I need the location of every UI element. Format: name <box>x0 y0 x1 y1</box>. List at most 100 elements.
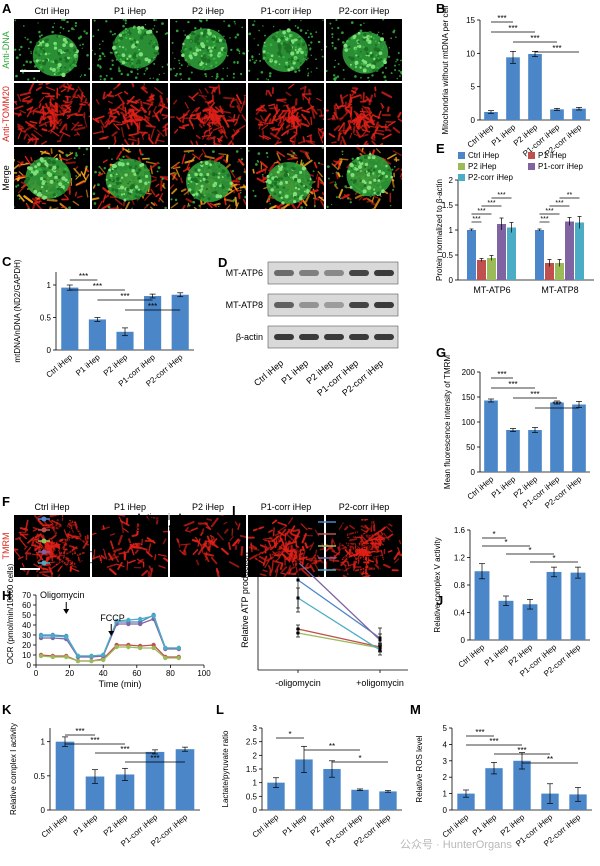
mtdna-dot <box>264 34 266 37</box>
mito-fiber <box>236 104 242 114</box>
mito-fiber <box>397 111 402 118</box>
mito-fiber <box>261 176 269 182</box>
mito-fiber <box>395 167 400 172</box>
mito-fiber <box>271 535 280 542</box>
x-axis-label: Time (min) <box>99 679 142 689</box>
mtdna-dot <box>184 58 187 62</box>
mtdna-dot <box>399 75 401 77</box>
mtdna-dot <box>204 72 207 76</box>
mtdna-dot <box>304 207 307 209</box>
mito-fiber <box>340 558 348 567</box>
nucleus-speck <box>195 179 199 184</box>
mito-fiber <box>102 194 107 203</box>
mito-fiber <box>287 112 294 118</box>
mtdna-dot <box>88 67 90 70</box>
mito-fiber <box>117 106 127 113</box>
mito-fiber <box>195 140 199 145</box>
mtdna-dot <box>223 20 225 23</box>
mtdna-dot <box>239 191 242 194</box>
significance-label: *** <box>75 727 84 736</box>
mito-fiber <box>231 142 235 145</box>
nucleus <box>32 34 79 77</box>
mtdna-dot <box>252 58 254 61</box>
mtdna-dot <box>344 185 347 188</box>
mito-fiber <box>155 107 163 115</box>
nucleus-speck <box>55 165 60 169</box>
mtdna-dot <box>202 52 205 55</box>
nucleus-speck <box>44 58 49 63</box>
mtdna-dot <box>398 69 401 72</box>
mito-fiber <box>136 523 140 536</box>
mito-fiber <box>339 112 348 121</box>
mito-fiber <box>301 550 306 560</box>
blot-band <box>374 302 394 308</box>
mito-fiber <box>294 582 298 586</box>
nucleus-speck <box>197 196 202 200</box>
mtdna-dot <box>70 27 74 30</box>
nucleus-speck <box>118 187 120 190</box>
mtdna-dot <box>40 34 43 37</box>
mtdna-dot <box>65 153 69 157</box>
y-tick-label: 0.5 <box>34 772 46 781</box>
mito-fiber <box>57 524 62 529</box>
nucleus-speck <box>138 190 143 195</box>
significance-label: *** <box>552 400 561 409</box>
nucleus-speck <box>120 193 124 196</box>
tile-content <box>170 147 246 218</box>
mito-fiber <box>305 558 311 561</box>
mito-fiber <box>45 83 52 85</box>
significance-label: * <box>552 554 555 563</box>
mito-fiber <box>99 119 106 129</box>
mtdna-dot <box>156 170 159 173</box>
y-tick-label: 1.6 <box>454 526 466 535</box>
mito-fiber <box>343 566 351 572</box>
mito-fiber <box>266 556 274 562</box>
mito-fiber <box>234 521 238 526</box>
mtdna-dot <box>111 59 114 62</box>
y-tick-label: 200 <box>462 368 476 377</box>
nucleus-speck <box>290 51 295 56</box>
mtdna-dot <box>341 175 344 177</box>
mtdna-dot <box>103 78 107 81</box>
nucleus-speck <box>276 38 281 43</box>
mito-fiber <box>287 517 294 525</box>
mito-fiber <box>185 198 193 203</box>
mtdna-dot <box>391 168 394 171</box>
mito-fiber <box>272 527 275 537</box>
mtdna-dot <box>67 42 69 44</box>
mtdna-dot <box>300 39 302 41</box>
column-label: P2 iHep <box>192 502 224 512</box>
nucleus-speck <box>115 173 118 176</box>
mito-fiber <box>285 91 292 97</box>
mito-fiber <box>159 197 164 203</box>
bar <box>295 759 313 810</box>
mito-fiber <box>371 140 377 145</box>
mito-fiber <box>318 196 324 202</box>
mtdna-dot <box>307 67 309 70</box>
nucleus-speck <box>111 188 115 192</box>
nucleus-speck <box>209 163 213 167</box>
panel-letter: F <box>2 494 10 509</box>
micrograph-tile <box>326 515 402 577</box>
significance-label: *** <box>148 302 157 311</box>
mito-fiber <box>33 515 42 525</box>
mito-fiber <box>23 195 34 204</box>
mito-fiber <box>149 161 159 170</box>
mtdna-dot <box>349 201 352 204</box>
mtdna-dot <box>85 147 89 151</box>
mito-fiber <box>214 213 217 218</box>
nucleus-speck <box>368 181 372 185</box>
nucleus-speck <box>213 191 217 194</box>
mito-fiber <box>274 581 277 583</box>
bar <box>474 571 490 640</box>
mtdna-dot <box>38 35 42 38</box>
mtdna-dot <box>99 78 102 81</box>
mito-fiber <box>392 126 401 134</box>
mito-fiber <box>260 105 267 111</box>
nucleus-speck <box>381 171 385 175</box>
mtdna-dot <box>341 150 344 153</box>
mtdna-dot <box>206 208 209 209</box>
mtdna-dot <box>335 171 338 174</box>
mtdna-dot <box>347 171 350 175</box>
mito-fiber <box>175 168 181 178</box>
